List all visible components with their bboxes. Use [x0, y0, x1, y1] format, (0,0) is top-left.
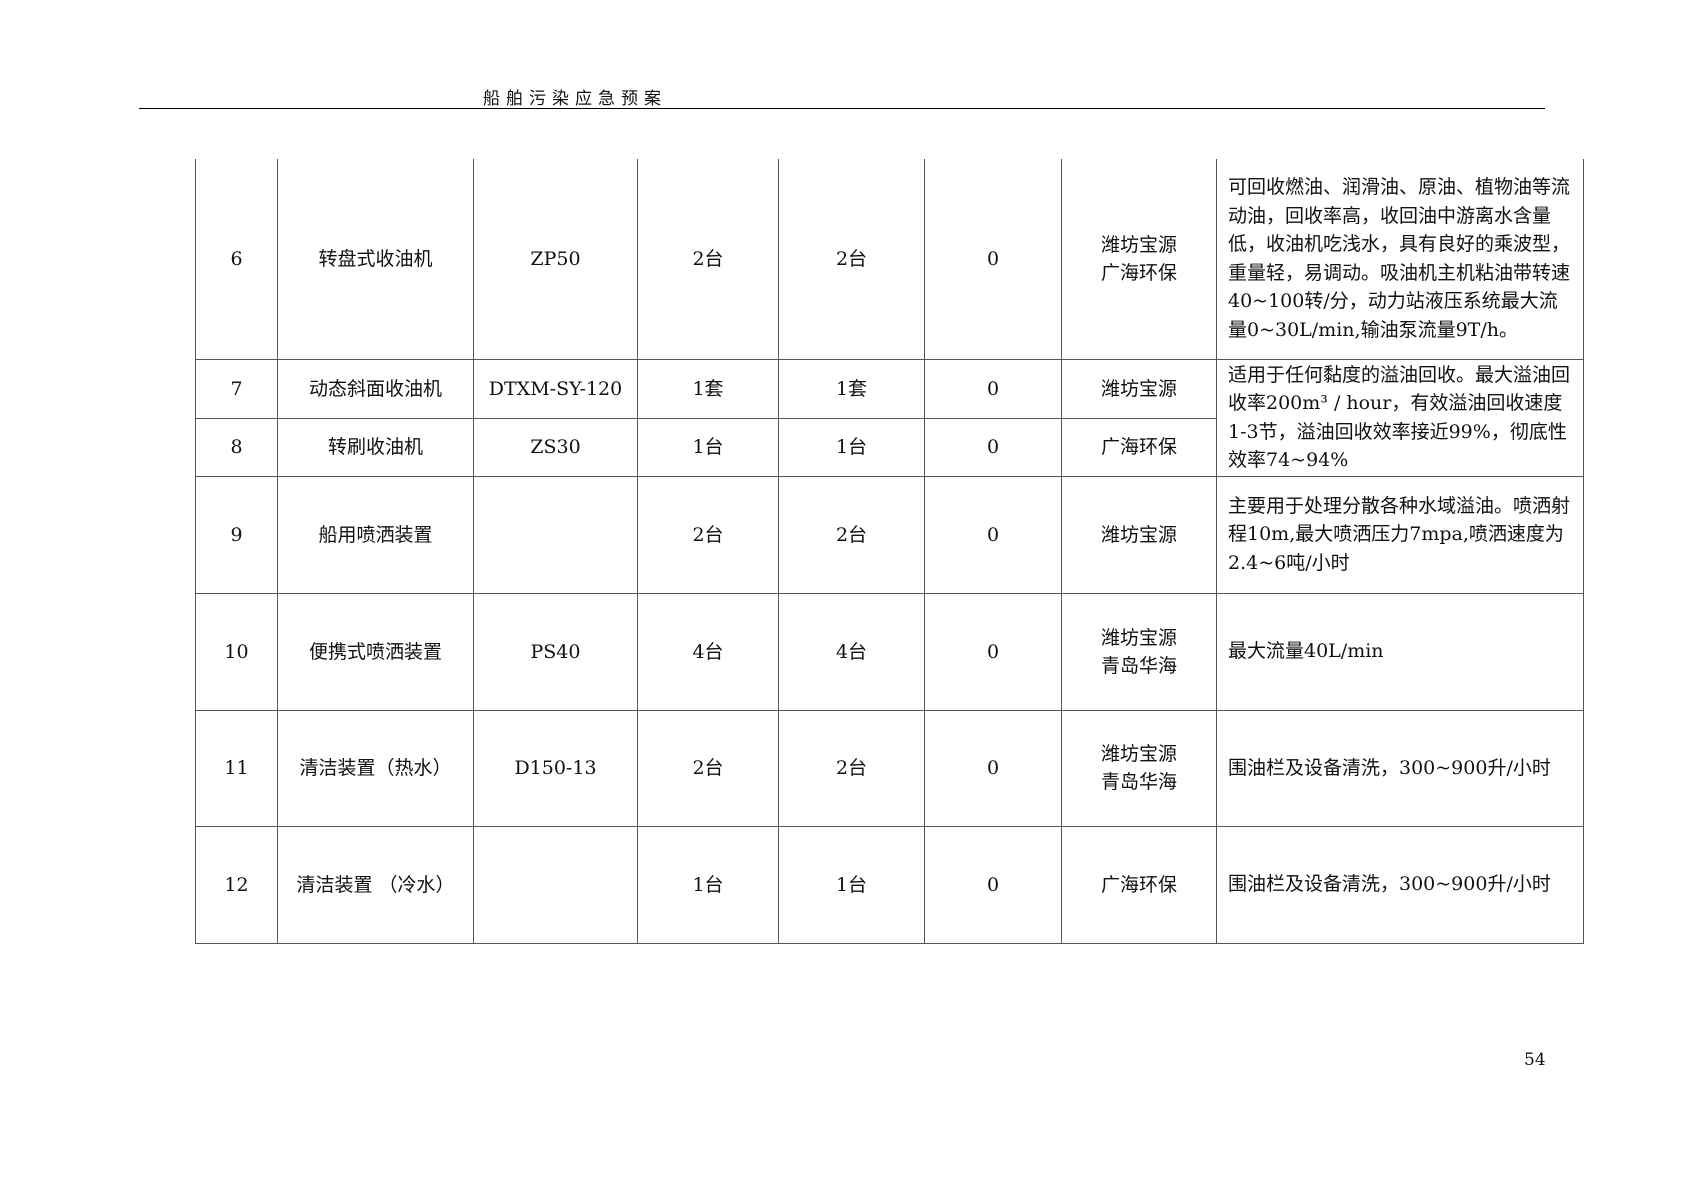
row-number: 10: [195, 592, 278, 711]
quantity-shortfall: 0: [924, 592, 1062, 711]
running-header: 船舶污染应急预案: [483, 89, 667, 109]
supplier-name: 潍坊宝源: [1100, 626, 1177, 649]
equipment-name: 转盘式收油机: [277, 159, 474, 360]
quantity-shortfall: 0: [924, 358, 1062, 419]
table-row: 11 清洁装置（热水） D150-13 2台 2台 0 潍坊宝源 青岛华海 围油栏及设备清洗，3…: [195, 709, 1584, 827]
description: 主要用于处理分散各种水域溢油。喷洒射程10m,最大喷洒压力7mpa,喷洒速度为2…: [1216, 475, 1584, 594]
quantity-actual: 1套: [778, 358, 925, 419]
quantity-required: 4台: [637, 592, 779, 711]
quantity-shortfall: 0: [924, 825, 1062, 944]
table-row: 9 船用喷洒装置 2台 2台 0 潍坊宝源 主要用于处理分散各种水域溢油。喷洒射程10m,最…: [195, 475, 1584, 594]
equipment-name: 便携式喷洒装置: [277, 592, 474, 711]
equipment-name: 转刷收油机: [277, 417, 474, 477]
header-rule: [139, 108, 1545, 109]
description: 围油栏及设备清洗，300~900升/小时: [1216, 825, 1584, 944]
quantity-actual: 1台: [778, 417, 925, 477]
quantity-required: 1台: [637, 825, 779, 944]
model-number: [473, 825, 638, 944]
supplier: 潍坊宝源 青岛华海: [1061, 592, 1217, 711]
supplier-name: 潍坊宝源: [1100, 523, 1177, 546]
quantity-required: 1台: [637, 417, 779, 477]
equipment-table: 6 转盘式收油机 ZP50 2台 2台 0 潍坊宝源 广海环保 可回收燃油、润滑油、原油、植物油…: [195, 159, 1584, 944]
quantity-actual: 2台: [778, 159, 925, 360]
quantity-shortfall: 0: [924, 159, 1062, 360]
model-number: ZP50: [473, 159, 638, 360]
quantity-actual: 2台: [778, 475, 925, 594]
row-number: 12: [195, 825, 278, 944]
supplier-name: 青岛华海: [1100, 654, 1177, 677]
description: 围油栏及设备清洗，300~900升/小时: [1216, 709, 1584, 827]
table-row: 6 转盘式收油机 ZP50 2台 2台 0 潍坊宝源 广海环保 可回收燃油、润滑油、原油、植物油…: [195, 159, 1584, 360]
supplier: 广海环保: [1061, 417, 1217, 477]
supplier-name: 潍坊宝源: [1100, 233, 1177, 256]
quantity-required: 1套: [637, 358, 779, 419]
quantity-actual: 4台: [778, 592, 925, 711]
equipment-name: 动态斜面收油机: [277, 358, 474, 419]
model-number: ZS30: [473, 417, 638, 477]
equipment-name: 船用喷洒装置: [277, 475, 474, 594]
quantity-required: 2台: [637, 709, 779, 827]
row-number: 11: [195, 709, 278, 827]
quantity-shortfall: 0: [924, 475, 1062, 594]
table-row: 10 便携式喷洒装置 PS40 4台 4台 0 潍坊宝源 青岛华海 最大流量40L/min: [195, 592, 1584, 711]
supplier: 潍坊宝源 广海环保: [1061, 159, 1217, 360]
supplier: 潍坊宝源 青岛华海: [1061, 709, 1217, 827]
supplier: 潍坊宝源: [1061, 358, 1217, 419]
quantity-actual: 1台: [778, 825, 925, 944]
quantity-actual: 2台: [778, 709, 925, 827]
row-number: 7: [195, 358, 278, 419]
description: 最大流量40L/min: [1216, 592, 1584, 711]
description: 适用于任何黏度的溢油回收。最大溢油回收率200m³ / hour，有效溢油回收速…: [1216, 358, 1584, 477]
quantity-required: 2台: [637, 159, 779, 360]
row-number: 9: [195, 475, 278, 594]
quantity-required: 2台: [637, 475, 779, 594]
quantity-shortfall: 0: [924, 417, 1062, 477]
supplier-name: 广海环保: [1100, 261, 1177, 284]
table-row: 7 动态斜面收油机 DTXM-SY-120 1套 1套 0 潍坊宝源 适用于任何黏度的溢油回收…: [195, 358, 1584, 477]
row-number: 8: [195, 417, 278, 477]
quantity-shortfall: 0: [924, 709, 1062, 827]
supplier: 潍坊宝源: [1061, 475, 1217, 594]
model-number: D150-13: [473, 709, 638, 827]
equipment-name: 清洁装置 （冷水）: [277, 825, 474, 944]
model-number: DTXM-SY-120: [473, 358, 638, 419]
equipment-name: 清洁装置（热水）: [277, 709, 474, 827]
supplier-name: 广海环保: [1100, 436, 1177, 458]
model-number: [473, 475, 638, 594]
supplier-name: 广海环保: [1100, 873, 1177, 896]
supplier-name: 青岛华海: [1100, 771, 1177, 793]
page-number: 54: [1524, 1050, 1546, 1070]
model-number: PS40: [473, 592, 638, 711]
supplier: 广海环保: [1061, 825, 1217, 944]
supplier-name: 潍坊宝源: [1100, 743, 1177, 765]
supplier-name: 潍坊宝源: [1100, 377, 1177, 400]
table-row: 12 清洁装置 （冷水） 1台 1台 0 广海环保 围油栏及设备清洗，300~900升/小时: [195, 825, 1584, 944]
row-number: 6: [195, 159, 278, 360]
table-row: 8 转刷收油机 ZS30 1台 1台 0 广海环保: [195, 417, 1584, 477]
description: 可回收燃油、润滑油、原油、植物油等流动油，回收率高，收回油中游离水含量低，收油机…: [1216, 159, 1584, 360]
